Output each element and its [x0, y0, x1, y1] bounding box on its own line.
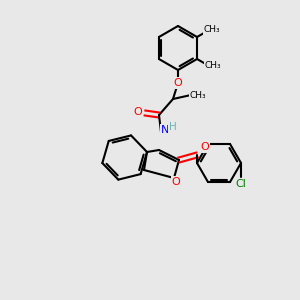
Text: O: O: [174, 78, 182, 88]
Text: O: O: [172, 177, 180, 187]
Text: Cl: Cl: [236, 179, 246, 189]
Text: CH₃: CH₃: [204, 26, 220, 34]
Text: N: N: [161, 125, 169, 135]
Text: H: H: [169, 122, 177, 132]
Text: O: O: [134, 107, 142, 117]
Text: CH₃: CH₃: [205, 61, 221, 70]
Text: CH₃: CH₃: [190, 91, 206, 100]
Text: O: O: [201, 142, 209, 152]
